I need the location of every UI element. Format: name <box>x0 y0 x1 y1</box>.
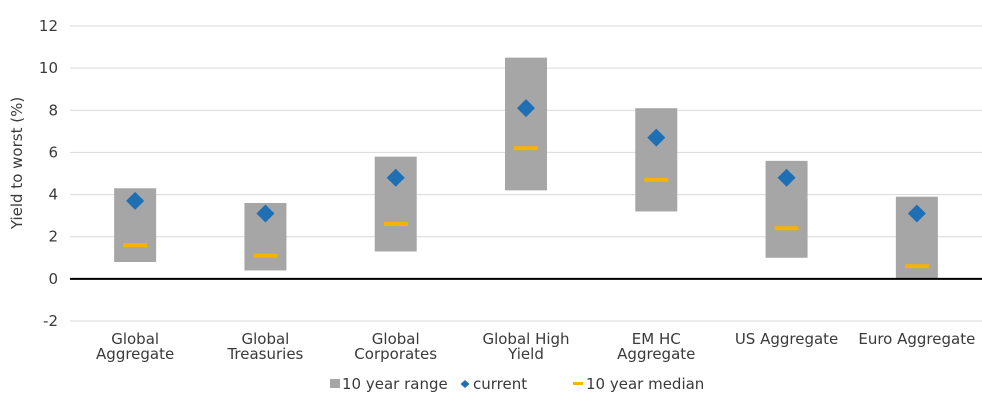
legend: 10 year range current 10 year median <box>330 375 704 393</box>
legend-range-swatch <box>330 379 340 388</box>
y-axis-ticks: -2 0 2 4 6 8 10 12 <box>39 17 58 330</box>
current-marker <box>386 168 405 187</box>
x-category-label: Treasuries <box>226 345 303 363</box>
median-marker <box>644 177 669 182</box>
legend-median-swatch <box>573 382 583 385</box>
legend-current-label: current <box>473 375 527 393</box>
range-bar <box>505 57 547 191</box>
x-category-label: Global <box>241 330 289 348</box>
y-tick-label: 0 <box>48 270 58 288</box>
range-bar <box>635 108 678 212</box>
median-marker <box>774 226 799 231</box>
legend-median-label: 10 year median <box>586 375 704 393</box>
y-tick-label: 8 <box>48 101 58 119</box>
median-marker <box>383 222 408 227</box>
current-marker <box>517 99 535 118</box>
y-tick-label: 6 <box>48 143 58 161</box>
y-tick-label: -2 <box>43 312 58 330</box>
y-tick-label: 12 <box>39 17 58 35</box>
current-marker <box>907 204 926 223</box>
x-category-label: Global <box>372 330 420 348</box>
median-marker <box>123 243 148 248</box>
median-marker <box>253 253 278 258</box>
x-category-label: Aggregate <box>96 345 174 363</box>
current-marker <box>647 128 666 147</box>
x-category-label: EM HC <box>632 330 681 348</box>
x-category-label: Euro Aggregate <box>858 330 975 348</box>
median-markers <box>123 146 929 269</box>
x-axis-categories: GlobalAggregateGlobalTreasuriesGlobalCor… <box>96 330 975 363</box>
y-tick-label: 10 <box>39 59 58 77</box>
median-marker <box>904 264 929 269</box>
x-category-label: US Aggregate <box>735 330 838 348</box>
y-tick-label: 2 <box>48 228 58 246</box>
current-markers <box>126 99 926 223</box>
y-tick-label: 4 <box>48 186 58 204</box>
current-marker <box>256 204 275 223</box>
x-category-label: Yield <box>507 345 544 363</box>
current-marker <box>126 191 145 210</box>
x-category-label: Global High <box>482 330 569 348</box>
legend-range-label: 10 year range <box>342 375 448 393</box>
x-category-label: Aggregate <box>617 345 695 363</box>
current-marker <box>777 168 796 187</box>
median-marker <box>514 146 538 151</box>
range-bars <box>114 57 938 279</box>
x-category-label: Corporates <box>354 345 437 363</box>
y-axis-label: Yield to worst (%) <box>8 97 26 230</box>
legend-current-swatch <box>460 380 470 388</box>
x-category-label: Global <box>111 330 159 348</box>
